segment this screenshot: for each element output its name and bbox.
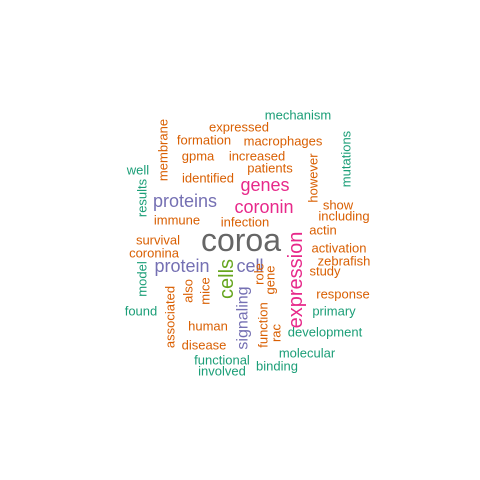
word-expressed: expressed <box>209 120 269 135</box>
word-well: well <box>126 163 150 178</box>
word-membrane: membrane <box>156 119 171 181</box>
word-proteins: proteins <box>153 191 217 211</box>
word-expression: expression <box>285 232 307 329</box>
word-associated: associated <box>163 286 178 348</box>
word-functional: functional <box>194 353 250 368</box>
word-mice: mice <box>198 277 213 304</box>
word-gpma: gpma <box>182 149 215 164</box>
word-cell: cell <box>236 256 263 276</box>
word-actin: actin <box>309 223 336 238</box>
word-coroa: coroa <box>201 222 281 258</box>
word-including: including <box>318 209 369 224</box>
word-model: model <box>135 261 150 297</box>
word-primary: primary <box>312 304 356 319</box>
word-macrophages: macrophages <box>244 134 323 149</box>
word-found: found <box>125 304 158 319</box>
word-role: role <box>252 263 267 285</box>
word-show: show <box>323 198 354 213</box>
word-patients: patients <box>247 161 293 176</box>
word-results: results <box>135 178 150 217</box>
word-human: human <box>188 319 228 334</box>
word-activation: activation <box>312 241 367 256</box>
word-rac: rac <box>269 323 284 342</box>
word-immune: immune <box>154 213 200 228</box>
word-coronina: coronina <box>129 246 180 261</box>
word-cells: cells <box>216 259 238 299</box>
word-zebrafish: zebrafish <box>318 254 371 269</box>
word-infection: infection <box>221 215 269 230</box>
word-coronin: coronin <box>234 197 293 217</box>
word-involved: involved <box>198 364 246 379</box>
word-gene: gene <box>263 266 278 295</box>
word-function: function <box>256 302 271 348</box>
word-disease: disease <box>182 338 227 353</box>
word-mechanism: mechanism <box>265 108 331 123</box>
word-formation: formation <box>177 133 231 148</box>
word-identified: identified <box>182 171 234 186</box>
word-binding: binding <box>256 359 298 374</box>
word-molecular: molecular <box>279 346 336 361</box>
word-however: however <box>306 153 321 203</box>
word-protein: protein <box>154 256 209 276</box>
word-also: also <box>181 279 196 303</box>
word-development: development <box>288 325 363 340</box>
word-study: study <box>309 264 341 279</box>
word-signaling: signaling <box>235 286 252 349</box>
word-increased: increased <box>229 149 285 164</box>
word-genes: genes <box>240 175 289 195</box>
word-survival: survival <box>136 233 180 248</box>
word-mutations: mutations <box>339 130 354 187</box>
word-response: response <box>316 287 369 302</box>
